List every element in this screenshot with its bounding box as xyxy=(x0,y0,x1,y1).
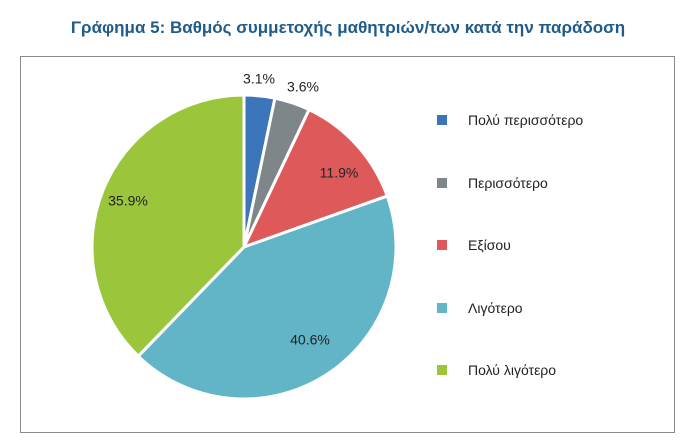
legend-swatch xyxy=(437,240,447,250)
legend-swatch xyxy=(437,302,447,313)
pie-slice-4 xyxy=(136,194,398,401)
legend-item: Πολύ περισσότερο xyxy=(437,110,583,130)
legend-label: Πολύ περισσότερο xyxy=(468,112,584,128)
chart-frame: 3.1% 3.6% 11.9% 40.6% 35.9% Πολύ περισσότερο… xyxy=(20,56,675,433)
slice-data-label: 40.6% xyxy=(290,332,330,348)
slice-data-label: 3.1% xyxy=(243,71,275,87)
legend-swatch xyxy=(437,177,447,188)
legend-swatch xyxy=(437,365,447,375)
legend-label: Εξίσου xyxy=(468,237,511,253)
legend-item: Εξίσου xyxy=(437,235,511,255)
legend-swatch xyxy=(437,115,447,125)
legend-item: Πολύ λιγότερο xyxy=(437,360,556,380)
chart-title: Γράφημα 5: Βαθμός συμμετοχής μαθητριών/τ… xyxy=(70,18,626,37)
legend-item: Λιγότερο xyxy=(437,298,523,318)
legend-item: Περισσότερο xyxy=(437,173,548,193)
legend-label: Πολύ λιγότερο xyxy=(468,362,557,378)
pie-slice-3 xyxy=(242,108,389,249)
pie-chart: 3.1% 3.6% 11.9% 40.6% 35.9% xyxy=(90,71,398,401)
slice-data-label: 35.9% xyxy=(108,193,148,209)
legend-label: Λιγότερο xyxy=(468,299,523,316)
slice-data-label: 11.9% xyxy=(320,165,359,181)
slice-data-label: 3.6% xyxy=(287,79,319,95)
legend-label: Περισσότερο xyxy=(468,174,548,191)
pie-slice-5 xyxy=(90,93,246,358)
